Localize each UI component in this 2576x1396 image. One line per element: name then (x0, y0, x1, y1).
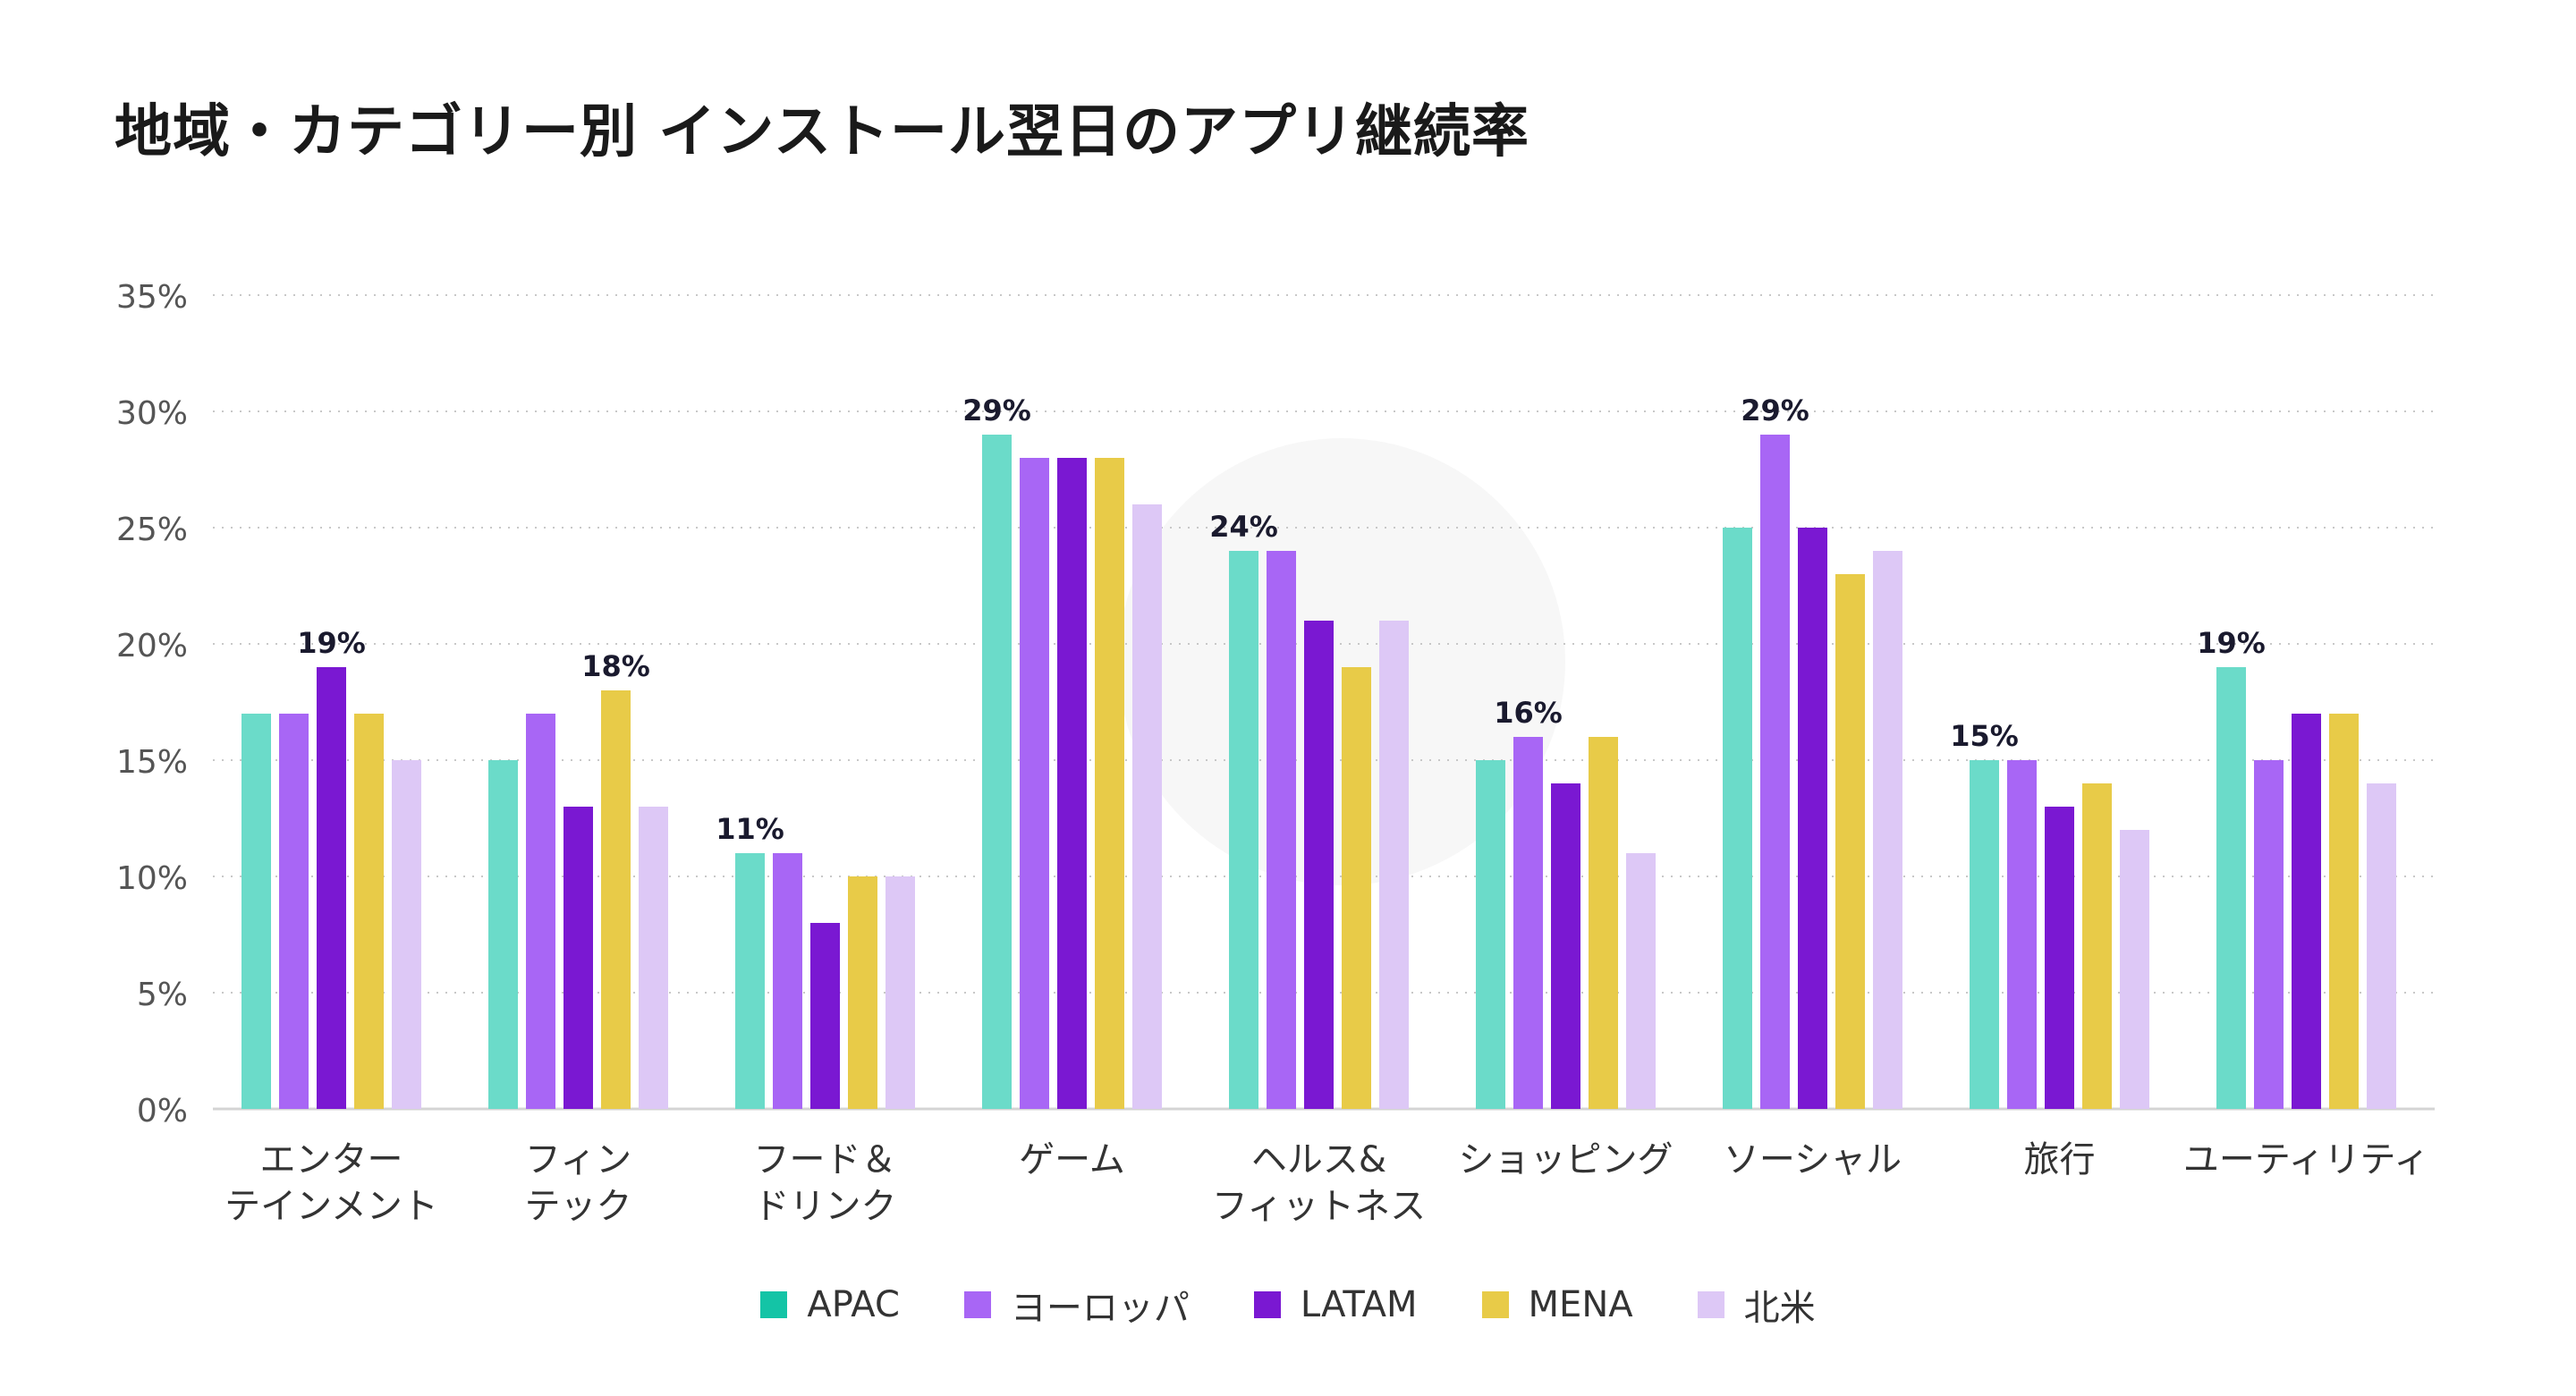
y-tick-label: 0% (137, 1093, 188, 1129)
bar (1835, 574, 1865, 1109)
bar (2082, 783, 2112, 1109)
bar (1589, 737, 1618, 1109)
bar (2254, 760, 2284, 1109)
data-label: 19% (297, 626, 366, 660)
bar (2329, 714, 2359, 1109)
legend-swatch (760, 1291, 788, 1318)
bar (1229, 551, 1258, 1109)
legend-label: APAC (807, 1284, 900, 1325)
legend-swatch (1697, 1291, 1724, 1318)
bar (526, 714, 555, 1109)
legend-label: LATAM (1300, 1284, 1418, 1325)
bar (564, 807, 593, 1109)
category-label: ソーシャル (1724, 1139, 1902, 1180)
y-tick-label: 20% (116, 628, 188, 664)
bar (354, 714, 384, 1109)
bar (1095, 458, 1124, 1109)
bar (488, 760, 518, 1109)
legend-swatch (963, 1291, 991, 1318)
legend: APAC ヨーロッパ LATAM MENA 北米 (0, 1279, 2576, 1331)
data-label: 16% (1494, 696, 1563, 730)
bar (279, 714, 309, 1109)
data-label: 15% (1950, 719, 2019, 753)
data-label: 11% (716, 812, 784, 846)
bar (1626, 853, 1656, 1109)
bar (2292, 714, 2321, 1109)
category-label: エンター (260, 1139, 403, 1180)
legend-item: 北米 (1697, 1279, 1816, 1331)
category-label: フード＆ (754, 1139, 897, 1180)
y-tick-label: 10% (116, 860, 188, 897)
bar (1057, 458, 1087, 1109)
category-label: ドリンク (754, 1186, 897, 1227)
bar (392, 760, 421, 1109)
bar (2367, 783, 2396, 1109)
bar (982, 435, 1012, 1109)
data-label: 29% (1741, 393, 1809, 427)
bar (1267, 551, 1296, 1109)
legend-swatch (1481, 1291, 1509, 1318)
bar (1304, 621, 1334, 1109)
legend-swatch (1253, 1291, 1281, 1318)
bar (317, 667, 346, 1109)
bar (1970, 760, 1999, 1109)
bar (1551, 783, 1580, 1109)
bar (1476, 760, 1505, 1109)
bar (848, 876, 877, 1109)
category-label: テック (525, 1186, 632, 1227)
bar (1513, 737, 1543, 1109)
data-label: 29% (962, 393, 1031, 427)
bar (735, 853, 765, 1109)
bar (1379, 621, 1409, 1109)
bar (773, 853, 802, 1109)
bar (1723, 528, 1752, 1109)
category-label: 旅行 (2024, 1139, 2096, 1180)
bar (1342, 667, 1371, 1109)
data-label: 18% (581, 649, 650, 683)
bar (1132, 504, 1162, 1109)
bar (1798, 528, 1827, 1109)
bar (2120, 830, 2149, 1109)
category-label: ゲーム (1019, 1139, 1125, 1180)
y-tick-label: 35% (116, 279, 188, 316)
bar (1873, 551, 1902, 1109)
bar (601, 690, 631, 1109)
y-tick-label: 30% (116, 395, 188, 432)
bar (2216, 667, 2246, 1109)
legend-item: APAC (760, 1279, 900, 1331)
legend-label: 北米 (1743, 1288, 1816, 1329)
legend-item: MENA (1481, 1279, 1633, 1331)
bar (1020, 458, 1049, 1109)
legend-item: ヨーロッパ (963, 1279, 1190, 1331)
bar (886, 876, 915, 1109)
bar (2045, 807, 2074, 1109)
category-label: フィットネス (1212, 1186, 1426, 1227)
bar (639, 807, 668, 1109)
bar (242, 714, 271, 1109)
chart-title: 地域・カテゴリー別 インストール翌日のアプリ継続率 (114, 99, 1530, 165)
y-tick-label: 25% (116, 512, 188, 548)
legend-label: MENA (1528, 1284, 1633, 1325)
category-label: ユーティリティ (2183, 1139, 2429, 1180)
y-tick-label: 15% (116, 744, 188, 781)
category-label: テインメント (225, 1186, 438, 1227)
bar (810, 923, 840, 1109)
category-label: ヘルス& (1251, 1139, 1386, 1180)
data-label: 19% (2197, 626, 2266, 660)
bar (2007, 760, 2037, 1109)
legend-label: ヨーロッパ (1010, 1288, 1190, 1329)
legend-item: LATAM (1253, 1279, 1418, 1331)
category-label: フィン (525, 1139, 631, 1180)
data-label: 24% (1209, 510, 1278, 544)
y-tick-label: 5% (137, 977, 188, 1013)
bar (1760, 435, 1790, 1109)
category-label: ショッピング (1459, 1139, 1674, 1180)
